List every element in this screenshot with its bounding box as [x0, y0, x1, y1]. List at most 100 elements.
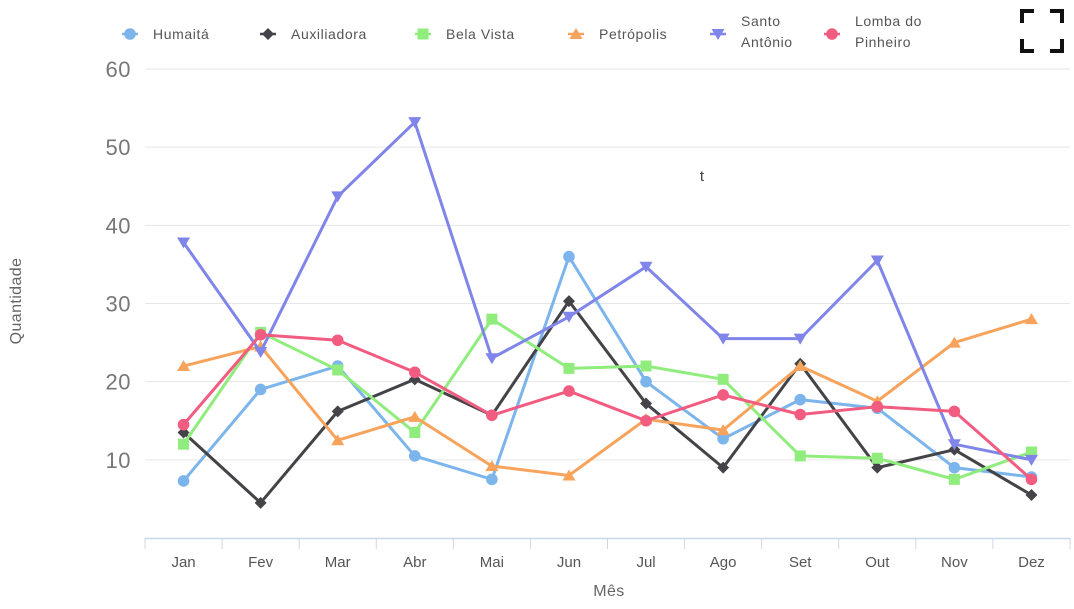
data-point: [717, 461, 730, 474]
data-point: [486, 473, 498, 486]
data-point: [871, 452, 883, 464]
data-point: [640, 397, 653, 410]
legend-label: Pinheiro: [855, 34, 911, 50]
series-0: [177, 250, 1038, 487]
data-point: [562, 295, 575, 308]
data-point: [793, 360, 807, 372]
data-point: [177, 475, 190, 487]
legend-label: Bela Vista: [446, 26, 515, 42]
data-point: [254, 496, 267, 509]
data-point: [486, 313, 498, 325]
data-point: [794, 408, 807, 421]
data-point: [640, 375, 652, 388]
data-point: [331, 434, 345, 446]
data-point: [639, 261, 653, 273]
data-point: [254, 346, 268, 358]
series-line: [182, 317, 1033, 477]
data-point: [562, 469, 576, 481]
legend-label: Lomba do: [855, 13, 922, 29]
data-point: [717, 432, 729, 445]
grid-lines: [145, 68, 1070, 461]
y-tick-label: 40: [106, 213, 131, 238]
series-line: [182, 333, 1033, 481]
data-point: [948, 405, 961, 418]
data-point: [1025, 489, 1038, 502]
x-tick-label: Mar: [325, 554, 351, 571]
x-tick-label: Mai: [480, 554, 504, 571]
legend-label: Antônio: [741, 34, 793, 50]
data-point: [408, 450, 421, 462]
data-point: [1024, 454, 1038, 466]
data-point: [331, 405, 344, 418]
legend-item[interactable]: Lomba do Pinheiro: [824, 13, 922, 50]
data-point: [563, 385, 575, 397]
data-point: [947, 439, 961, 451]
data-point: [331, 191, 345, 203]
data-point: [562, 311, 576, 323]
y-axis-title: Quantidade: [8, 258, 25, 345]
chart-annotation: t: [700, 168, 705, 185]
data-point: [331, 334, 344, 347]
y-tick-label: 60: [106, 57, 131, 82]
data-point: [717, 373, 729, 385]
data-point: [948, 461, 961, 474]
data-point: [408, 117, 422, 129]
x-tick-label: Jul: [636, 554, 655, 571]
data-point: [794, 450, 806, 462]
data-point: [485, 353, 499, 365]
legend-marker: [417, 28, 429, 40]
y-tick-label: 20: [106, 370, 131, 395]
x-tick-label: Nov: [941, 554, 968, 571]
series-layer: [177, 117, 1038, 509]
data-point: [177, 418, 190, 431]
series-4: [177, 117, 1038, 466]
legend-marker: [826, 28, 838, 40]
legend-label: Santo: [741, 13, 781, 29]
data-point: [794, 393, 807, 406]
legend-item[interactable]: Bela Vista: [415, 26, 515, 42]
series-1: [177, 295, 1038, 509]
data-point: [409, 426, 421, 438]
data-point: [948, 473, 960, 485]
data-point: [177, 237, 191, 249]
x-tick-label: Dez: [1018, 554, 1045, 571]
x-tick-label: Jun: [557, 554, 581, 571]
data-point: [717, 389, 729, 401]
legend-marker: [711, 29, 725, 40]
data-point: [1025, 473, 1038, 486]
x-tick-label: Abr: [403, 554, 426, 571]
series-2: [178, 313, 1037, 485]
x-axis-ticks: Jan Fev Mar Abr Mai Jun Jul Ago Set Out Nov Dez: [144, 538, 1071, 571]
data-point: [716, 333, 730, 345]
data-point: [563, 250, 575, 263]
legend-item[interactable]: Santo Antônio: [710, 13, 793, 50]
legend-marker: [124, 28, 136, 40]
y-tick-label: 10: [106, 448, 131, 473]
data-point: [1025, 446, 1037, 458]
data-point: [793, 333, 807, 345]
data-point: [178, 438, 190, 450]
x-tick-label: Set: [789, 554, 812, 571]
legend-label: Petrópolis: [599, 26, 667, 42]
x-axis-title: Mês: [593, 583, 624, 600]
x-tick-label: Jan: [171, 554, 195, 571]
fullscreen-icon[interactable]: [1020, 9, 1064, 53]
legend-item[interactable]: Petrópolis: [568, 26, 667, 42]
legend: Humaitá Auxiliadora Bela Vista Petrópolis Sa…: [122, 13, 922, 50]
data-point: [563, 362, 575, 374]
legend-label: Humaitá: [153, 26, 209, 42]
y-tick-label: 30: [106, 292, 131, 317]
data-point: [1024, 313, 1038, 325]
legend-marker: [569, 28, 583, 39]
legend-label: Auxiliadora: [291, 26, 367, 42]
data-point: [485, 460, 499, 472]
data-point: [640, 414, 652, 427]
data-point: [640, 360, 652, 372]
series-line: [182, 255, 1033, 483]
legend-item[interactable]: Auxiliadora: [260, 26, 367, 42]
data-point: [871, 461, 884, 474]
legend-item[interactable]: Humaitá: [122, 26, 209, 42]
series-5: [177, 328, 1038, 486]
data-point: [871, 400, 884, 413]
